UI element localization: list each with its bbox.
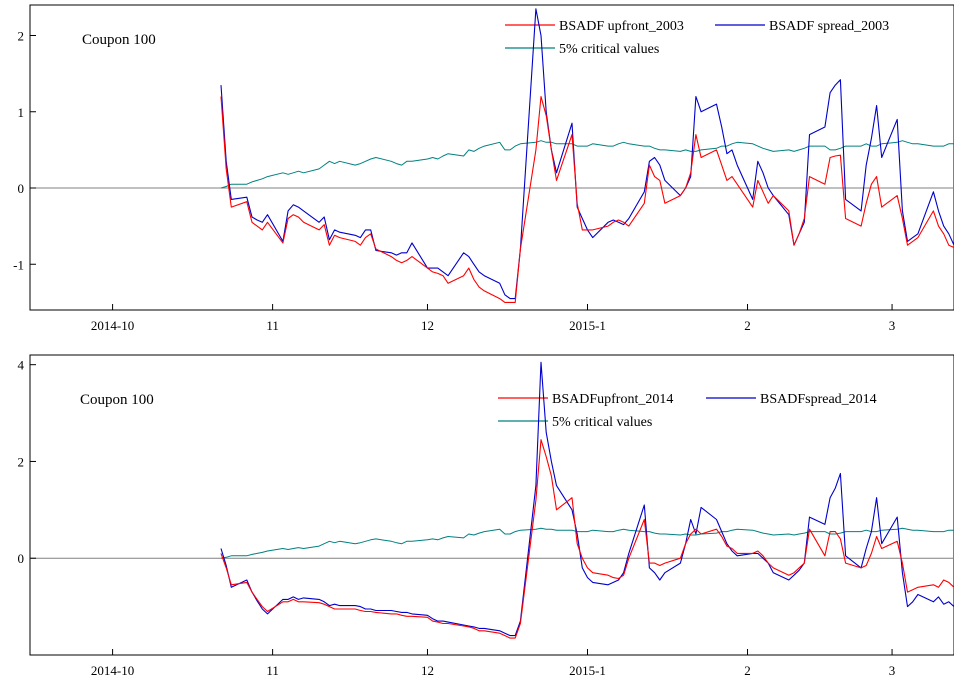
x-tick-label: 11 [266, 318, 279, 333]
y-tick-label: 0 [18, 551, 25, 566]
bottom-annotation: Coupon 100 [80, 392, 154, 408]
x-tick-label: 12 [421, 663, 434, 678]
series-line-5-critical-values [220, 140, 954, 189]
top-plot-frame [29, 4, 954, 311]
top-legend: BSADF upfront_2003 BSADF spread_2003 5% … [505, 19, 889, 57]
series-line-bsadf-spread-2003 [220, 8, 954, 300]
bottom-legend: BSADFupfront_2014 BSADFspread_2014 5% cr… [498, 392, 877, 430]
top-chart-panel: Coupon 100 BSADF upfront_2003 BSADF spre… [13, 4, 954, 333]
x-tick-label: 2 [744, 318, 751, 333]
series-line-5-critical-values [220, 527, 954, 559]
series-line-bsadfspread-2014 [220, 361, 954, 637]
legend-label-upfront-2014: BSADFupfront_2014 [552, 392, 673, 407]
x-tick-label: 2014-10 [91, 318, 134, 333]
legend-label-spread-2014: BSADFspread_2014 [760, 392, 877, 407]
y-tick-label: 1 [18, 105, 25, 120]
x-tick-label: 2 [744, 663, 751, 678]
y-tick-label: 2 [18, 29, 25, 44]
x-tick-label: 3 [889, 318, 896, 333]
legend-label-critical-top: 5% critical values [559, 42, 659, 57]
legend-label-upfront-2003: BSADF upfront_2003 [559, 19, 684, 34]
series-line-bsadf-upfront-2003 [220, 95, 954, 303]
legend-label-critical-bottom: 5% critical values [552, 415, 652, 430]
bottom-chart-panel: Coupon 100 BSADFupfront_2014 BSADFspread… [18, 354, 954, 678]
series-line-bsadfupfront-2014 [220, 439, 954, 639]
x-tick-label: 11 [266, 663, 279, 678]
y-tick-label: 4 [18, 358, 25, 373]
legend-label-spread-2003: BSADF spread_2003 [769, 19, 889, 34]
top-annotation: Coupon 100 [82, 32, 156, 48]
x-tick-label: 2015-1 [569, 318, 606, 333]
x-tick-label: 2014-10 [91, 663, 134, 678]
y-tick-label: 0 [18, 181, 25, 196]
y-tick-label: -1 [13, 257, 24, 272]
x-tick-label: 2015-1 [569, 663, 606, 678]
y-tick-label: 2 [18, 454, 25, 469]
x-tick-label: 12 [421, 318, 434, 333]
bottom-plot-frame [29, 354, 954, 656]
x-tick-label: 3 [889, 663, 896, 678]
